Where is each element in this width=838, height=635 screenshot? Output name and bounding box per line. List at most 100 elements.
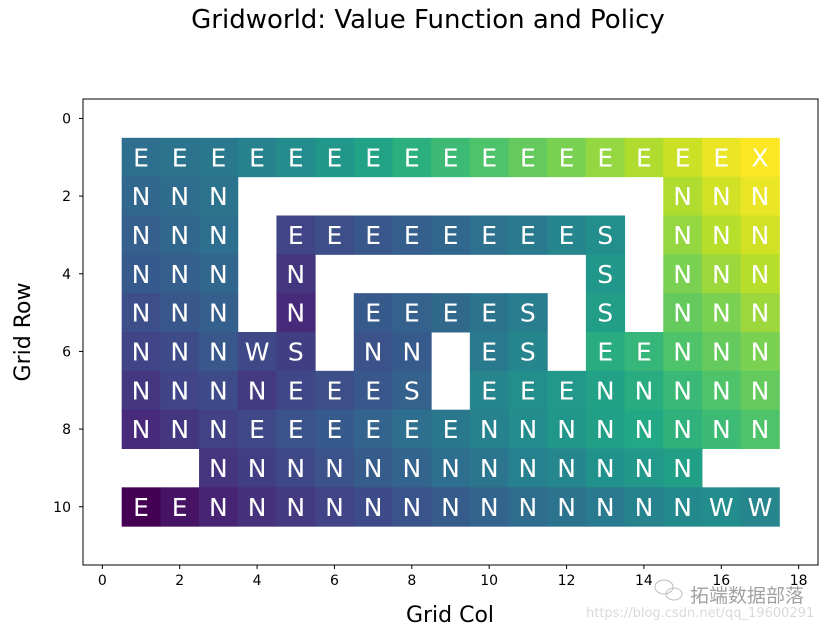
heatmap-cell — [624, 370, 664, 411]
heatmap-cell — [469, 332, 510, 372]
policy-label: N — [635, 376, 654, 405]
policy-label: N — [673, 182, 692, 211]
heatmap-cell — [624, 487, 664, 527]
heatmap-cell — [663, 409, 703, 449]
policy-label: E — [597, 143, 613, 172]
policy-label: E — [675, 143, 691, 172]
policy-label: E — [559, 376, 575, 405]
y-tick-label: 8 — [62, 422, 71, 438]
heatmap-cell — [121, 487, 161, 527]
policy-label: E — [559, 143, 575, 172]
heatmap-cell — [663, 332, 703, 372]
heatmap-cell — [353, 137, 393, 178]
policy-label: N — [712, 299, 731, 328]
policy-label: E — [288, 376, 304, 405]
policy-label: N — [402, 337, 421, 366]
policy-label: N — [325, 454, 344, 483]
heatmap-cell — [508, 215, 548, 255]
heatmap-cell — [431, 448, 471, 488]
policy-label: N — [248, 376, 267, 405]
heatmap-cell — [663, 215, 703, 255]
policy-label: E — [133, 143, 149, 172]
policy-label: N — [635, 493, 654, 522]
policy-label: N — [635, 454, 654, 483]
heatmap-cell — [663, 137, 703, 178]
heatmap-cell — [431, 215, 471, 255]
heatmap-cell — [624, 137, 664, 178]
policy-label: N — [480, 454, 499, 483]
policy-label: N — [673, 299, 692, 328]
heatmap-cell — [663, 254, 703, 294]
heatmap-cell — [160, 409, 200, 449]
policy-label: E — [481, 143, 497, 172]
heatmap-cell — [740, 137, 780, 178]
policy-label: N — [325, 493, 344, 522]
heatmap-cell — [315, 370, 355, 411]
heatmap-cell — [431, 137, 471, 178]
policy-label: N — [132, 337, 151, 366]
heatmap-cell — [469, 137, 510, 178]
heatmap-cell — [701, 215, 742, 255]
policy-label: N — [209, 493, 228, 522]
heatmap-cell — [740, 254, 780, 294]
heatmap-cell — [199, 293, 239, 333]
policy-label: N — [209, 221, 228, 250]
heatmap-cell — [469, 293, 510, 333]
policy-label: E — [443, 415, 459, 444]
policy-label: N — [751, 376, 770, 405]
policy-label: N — [673, 493, 692, 522]
heatmap-cell — [585, 137, 626, 178]
policy-label: N — [712, 260, 731, 289]
heatmap-cell — [199, 332, 239, 372]
heatmap-cell — [392, 448, 432, 488]
heatmap-cell — [353, 448, 393, 488]
policy-label: N — [557, 454, 576, 483]
heatmap-cell — [469, 215, 510, 255]
policy-label: N — [132, 260, 151, 289]
heatmap-cell — [585, 332, 626, 372]
policy-label: E — [559, 221, 575, 250]
policy-label: S — [520, 337, 536, 366]
heatmap-cell — [585, 293, 626, 333]
policy-label: E — [636, 143, 652, 172]
policy-label: N — [519, 493, 538, 522]
policy-label: N — [712, 337, 731, 366]
policy-label: W — [748, 493, 773, 522]
policy-label: E — [443, 299, 459, 328]
heatmap-cell — [547, 409, 587, 449]
heatmap-cell — [547, 448, 587, 488]
policy-label: N — [286, 454, 305, 483]
heatmap-cell — [121, 370, 161, 411]
heatmap-cell — [585, 448, 626, 488]
wechat-icon — [654, 579, 683, 601]
heatmap-cell — [276, 254, 316, 294]
heatmap-cell — [237, 370, 277, 411]
heatmap-cell — [199, 370, 239, 411]
policy-label: E — [636, 337, 652, 366]
heatmap-cell — [469, 370, 510, 411]
heatmap-cell — [315, 137, 355, 178]
policy-label: S — [404, 376, 420, 405]
heatmap-cell — [199, 137, 239, 178]
heatmap-cell — [701, 176, 742, 216]
heatmap-cell — [353, 215, 393, 255]
heatmap-cell — [663, 176, 703, 216]
policy-label: E — [327, 143, 343, 172]
heatmap-cell — [624, 448, 664, 488]
heatmap-cell — [740, 370, 780, 411]
heatmap-cell — [160, 176, 200, 216]
heatmap-cell — [276, 215, 316, 255]
heatmap-cell — [508, 448, 548, 488]
heatmap-cell — [237, 332, 277, 372]
policy-label: E — [597, 337, 613, 366]
policy-label: N — [170, 376, 189, 405]
heatmap-cell — [199, 215, 239, 255]
heatmap-cell — [160, 215, 200, 255]
policy-label: N — [673, 454, 692, 483]
policy-label: E — [210, 143, 226, 172]
heatmap-cell — [585, 215, 626, 255]
policy-label: N — [635, 415, 654, 444]
policy-label: N — [132, 221, 151, 250]
heatmap-cell — [199, 487, 239, 527]
